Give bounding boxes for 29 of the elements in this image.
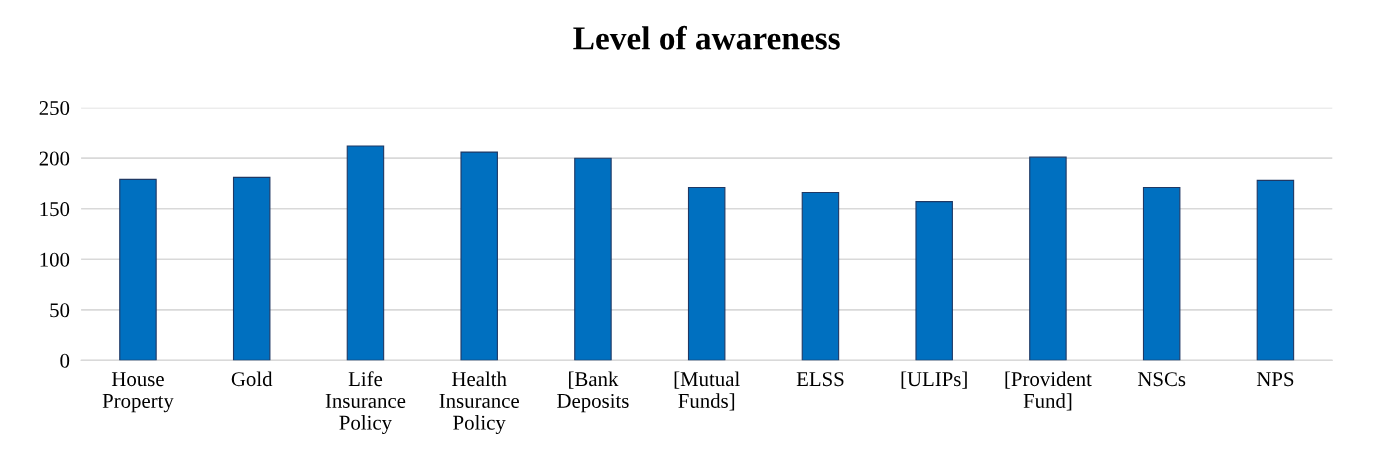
x-tick-label: ELSS — [796, 372, 844, 387]
x-tick-label: NPS — [1256, 372, 1294, 387]
bar — [687, 186, 726, 361]
y-tick-label: 0 — [60, 353, 70, 368]
bar — [119, 178, 157, 361]
x-tick-label: Gold — [231, 371, 273, 387]
x-tick-label: [Bank Deposits — [557, 371, 629, 413]
bar — [460, 151, 498, 361]
bar — [801, 191, 840, 361]
x-tick-label: [Provident Fund] — [1005, 371, 1092, 411]
x-tick-label: [Mutual Funds] — [674, 371, 740, 411]
x-tick-label: NSCs — [1137, 372, 1186, 387]
y-tick-label: 200 — [39, 151, 70, 166]
bar — [1256, 179, 1295, 361]
y-tick-label: 100 — [40, 252, 70, 267]
x-tick-label: [ULIPs] — [901, 371, 967, 389]
bar — [1142, 186, 1181, 361]
y-tick-label: 250 — [39, 101, 70, 116]
bar — [346, 145, 385, 361]
bar — [915, 201, 953, 361]
y-tick-label: 150 — [40, 202, 70, 217]
chart-title: Level of awareness — [573, 25, 840, 50]
y-tick-label: 50 — [50, 303, 70, 318]
bar — [574, 157, 612, 361]
x-tick-label: House Property — [102, 372, 174, 413]
x-tick-label: Life Insurance Policy — [325, 371, 406, 434]
bar — [1029, 156, 1067, 361]
x-tick-label: Health Insurance Policy — [439, 371, 519, 434]
bar — [232, 176, 271, 361]
